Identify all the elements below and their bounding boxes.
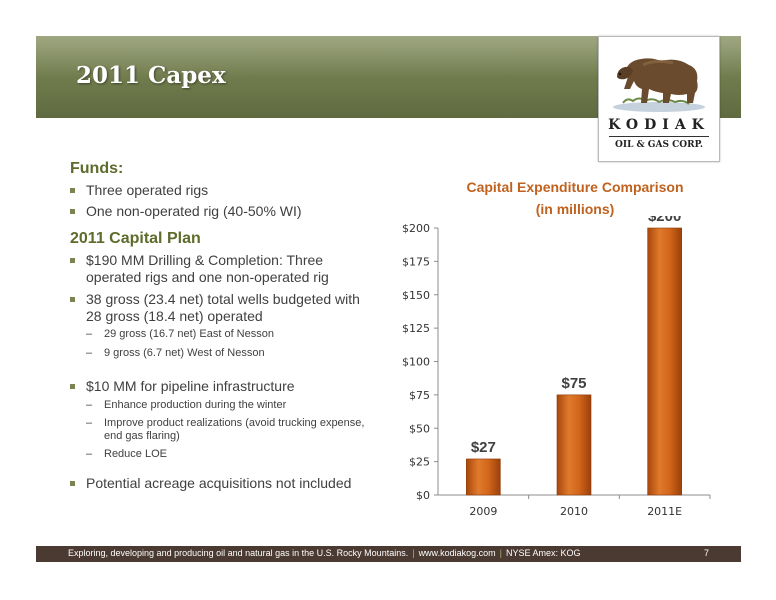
dash-icon: –: [86, 328, 93, 340]
data-label: $200: [648, 216, 681, 225]
y-tick-label: $100: [402, 356, 430, 369]
separator-icon: |: [499, 548, 502, 558]
page-number: 7: [703, 548, 709, 558]
list-item: – Improve product realizations (avoid tru…: [70, 417, 370, 443]
logo-divider: [609, 136, 709, 137]
sub-bullet-text: 29 gross (16.7 net) East of Nesson: [104, 328, 274, 340]
pipeline-sublist: – Enhance production during the winter – I…: [70, 399, 370, 461]
y-tick-label: $50: [409, 422, 430, 435]
chart-subtitle-text: (in millions): [535, 201, 615, 217]
y-tick-label: $125: [402, 322, 430, 335]
sub-bullet-text: Improve product realizations (avoid truc…: [104, 417, 365, 442]
y-tick-label: $175: [402, 255, 430, 268]
footer-bar: Exploring, developing and producing oil …: [36, 546, 741, 562]
footer-ticker: NYSE Amex: KOG: [505, 548, 581, 558]
bar: [466, 458, 501, 496]
x-tick-label: 2009: [469, 505, 497, 518]
bullet-square-icon: [70, 481, 75, 486]
content-column: Funds: Three operated rigs One non-opera…: [70, 160, 370, 492]
list-item: One non-operated rig (40-50% WI): [70, 203, 370, 220]
x-tick-label: 2011E: [647, 505, 682, 518]
separator-icon: |: [412, 548, 415, 558]
chart-title-text: Capital Expenditure Comparison: [466, 179, 684, 195]
y-tick-label: $200: [402, 222, 430, 235]
dash-icon: –: [86, 448, 93, 460]
bullet-square-icon: [70, 297, 75, 302]
funds-list: Three operated rigs One non-operated rig…: [70, 182, 370, 220]
data-label: $27: [471, 439, 496, 456]
list-item: $10 MM for pipeline infrastructure: [70, 378, 370, 395]
footer-tagline: Exploring, developing and producing oil …: [68, 548, 409, 558]
sub-bullet-text: Enhance production during the winter: [104, 399, 287, 411]
bullet-text: 38 gross (23.4 net) total wells budgeted…: [86, 291, 360, 324]
list-item: Potential acreage acquisitions not inclu…: [70, 475, 370, 492]
plan-list: $190 MM Drilling & Completion: Three ope…: [70, 252, 370, 325]
kodiak-logo: KODIAK OIL & GAS CORP.: [598, 36, 720, 162]
x-tick-label: 2010: [560, 505, 588, 518]
list-item: –29 gross (16.7 net) East of Nesson: [70, 328, 370, 341]
logo-subtitle: OIL & GAS CORP.: [615, 140, 703, 150]
bar: [556, 394, 592, 496]
list-item: – Enhance production during the winter: [70, 399, 370, 412]
footer-text: Exploring, developing and producing oil …: [68, 548, 580, 558]
wells-sublist: –29 gross (16.7 net) East of Nesson –9 g…: [70, 328, 370, 360]
dash-icon: –: [86, 417, 93, 429]
pipeline-list: $10 MM for pipeline infrastructure: [70, 378, 370, 395]
bullet-text: $10 MM for pipeline infrastructure: [86, 378, 295, 394]
bullet-square-icon: [70, 258, 75, 263]
sub-bullet-text: 9 gross (6.7 net) West of Nesson: [104, 347, 265, 359]
list-item: – Reduce LOE: [70, 448, 370, 461]
capex-bar-chart: $0 $25 $50 $75 $100 $125 $150 $175 $200 2009 2010 2…: [402, 216, 711, 518]
bar: [647, 227, 682, 496]
sub-bullet-text: Reduce LOE: [104, 448, 167, 460]
y-tick-label: $150: [402, 289, 430, 302]
slide-title: 2011 Capex: [76, 62, 226, 89]
bullet-square-icon: [70, 384, 75, 389]
y-tick-label: $0: [416, 489, 430, 502]
logo-name: KODIAK: [608, 117, 710, 133]
list-item: $190 MM Drilling & Completion: Three ope…: [70, 252, 370, 286]
capital-plan-heading: 2011 Capital Plan: [70, 230, 201, 247]
bullet-text: Potential acreage acquisitions not inclu…: [86, 475, 352, 491]
bullet-square-icon: [70, 188, 75, 193]
funds-heading: Funds:: [70, 160, 124, 177]
dash-icon: –: [86, 399, 93, 411]
chart-title: Capital Expenditure Comparison (in milli…: [430, 176, 720, 220]
bullet-square-icon: [70, 209, 75, 214]
dash-icon: –: [86, 347, 93, 359]
y-tick-label: $75: [409, 389, 430, 402]
list-item: Three operated rigs: [70, 182, 370, 199]
list-item: 38 gross (23.4 net) total wells budgeted…: [70, 291, 370, 325]
data-label: $75: [561, 375, 586, 392]
bullet-text: $190 MM Drilling & Completion: Three ope…: [86, 252, 329, 285]
footer-website-link[interactable]: www.kodiakog.com: [418, 548, 496, 558]
bullet-text: One non-operated rig (40-50% WI): [86, 203, 302, 219]
acquisitions-list: Potential acreage acquisitions not inclu…: [70, 475, 370, 492]
list-item: –9 gross (6.7 net) West of Nesson: [70, 347, 370, 360]
y-tick-label: $25: [409, 456, 430, 469]
bullet-text: Three operated rigs: [86, 182, 209, 198]
bear-icon: [613, 58, 705, 112]
